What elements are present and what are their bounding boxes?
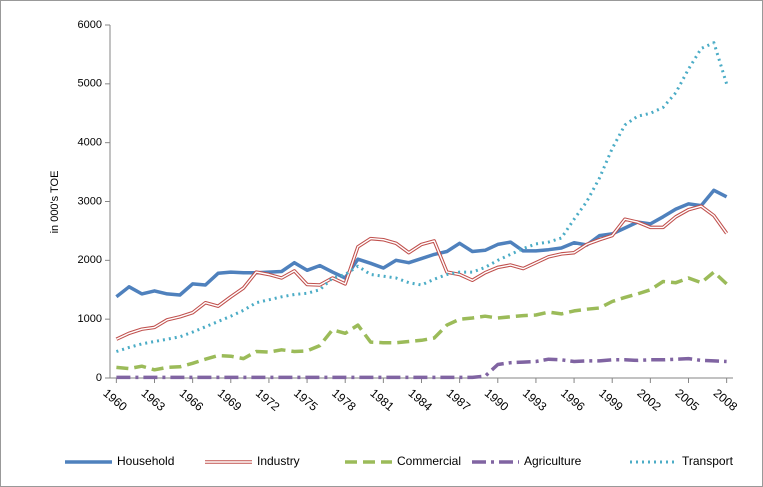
- y-tick-label: 2000: [78, 254, 102, 266]
- series-line: [115, 188, 728, 299]
- y-tick-label: 0: [96, 372, 102, 384]
- y-tick-label: 5000: [78, 78, 102, 90]
- legend-label: Household: [117, 454, 174, 468]
- y-axis-title: in 000's TOE: [49, 171, 61, 234]
- legend-label: Agriculture: [524, 454, 582, 468]
- series-line-inner: [116, 205, 728, 340]
- legend-label: Transport: [682, 454, 734, 468]
- y-tick-label: 4000: [78, 137, 102, 149]
- series-line: [116, 270, 728, 372]
- y-tick-label: 1000: [78, 313, 102, 325]
- series-line: [116, 356, 727, 380]
- y-tick-label: 3000: [78, 195, 102, 207]
- y-tick-label: 6000: [78, 19, 102, 31]
- legend-label: Commercial: [397, 454, 461, 468]
- series-line: [115, 41, 729, 353]
- legend-label: Industry: [257, 454, 300, 468]
